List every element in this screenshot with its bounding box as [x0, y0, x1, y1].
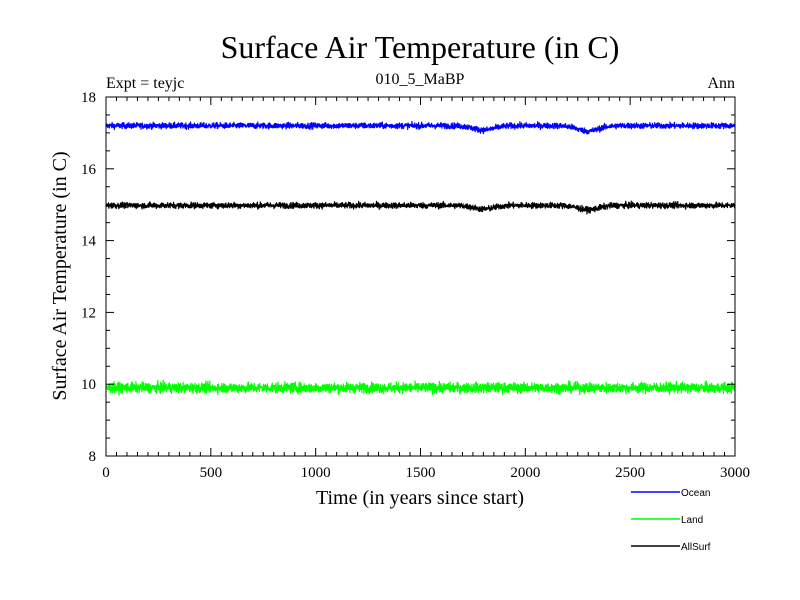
x-tick-label: 3000 — [720, 465, 750, 481]
period-label: 010_5_MaBP — [376, 71, 465, 88]
series-layer — [105, 120, 736, 396]
y-tick-label: 10 — [81, 377, 96, 393]
y-axis-label: Surface Air Temperature (in C) — [49, 151, 71, 400]
chart-title: Surface Air Temperature (in C) — [221, 29, 620, 65]
tick-labels: 0 500 1000 1500 2000 2500 3000 8 10 12 14 16 18 — [81, 90, 750, 481]
x-tick-label: 2000 — [510, 465, 540, 481]
legend-label-land: Land — [681, 515, 703, 526]
series-line-allsurf — [105, 200, 736, 215]
ticks-layer — [105, 96, 736, 457]
season-label: Ann — [707, 75, 735, 92]
x-tick-label: 2500 — [615, 465, 645, 481]
x-tick-label: 1500 — [406, 465, 436, 481]
legend-label-ocean: Ocean — [681, 488, 710, 499]
x-axis-label: Time (in years since start) — [316, 487, 524, 509]
y-tick-label: 12 — [81, 305, 96, 321]
y-tick-label: 14 — [81, 234, 97, 250]
x-tick-label: 0 — [102, 465, 110, 481]
legend: Ocean Land AllSurf — [631, 488, 711, 553]
y-tick-label: 16 — [81, 162, 97, 178]
x-tick-label: 1000 — [301, 465, 331, 481]
y-tick-label: 18 — [81, 90, 96, 106]
experiment-label: Expt = teyjc — [106, 75, 184, 92]
y-tick-label: 8 — [89, 449, 97, 465]
series-line-ocean — [105, 120, 736, 135]
plot-frame — [105, 96, 736, 457]
legend-label-allsurf: AllSurf — [681, 542, 711, 553]
x-tick-label: 500 — [200, 465, 223, 481]
series-line-land — [105, 379, 736, 396]
